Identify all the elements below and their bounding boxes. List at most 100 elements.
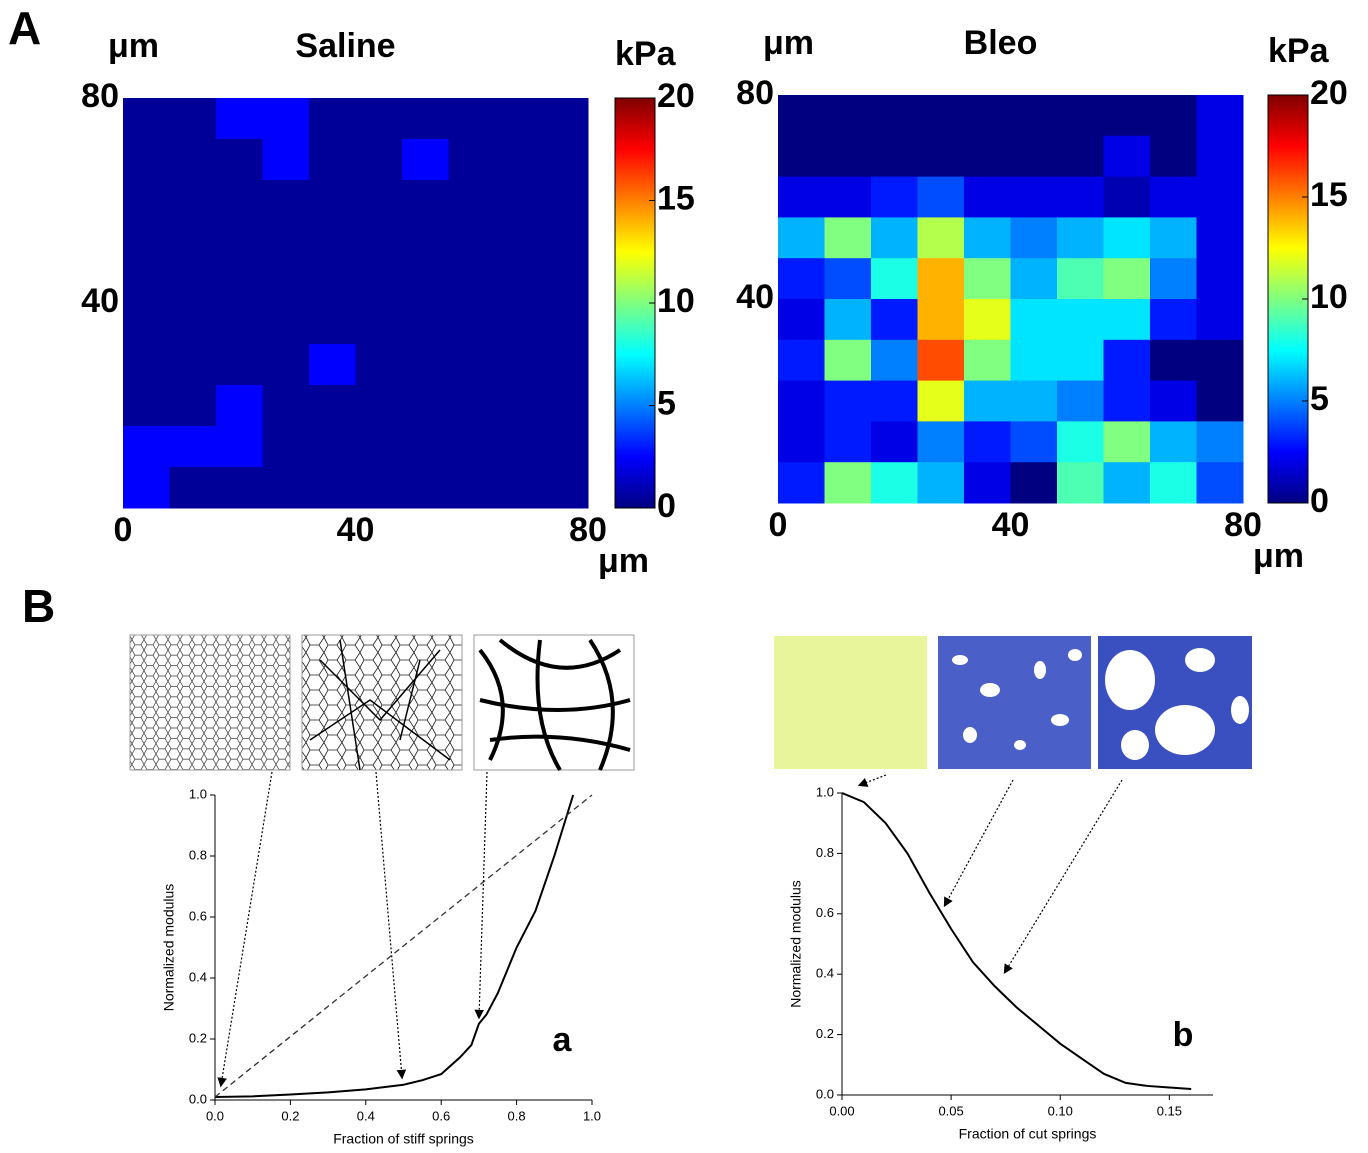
heat-cell <box>309 262 356 304</box>
heat-cell <box>355 344 403 386</box>
x-tick-label: 0.4 <box>357 1108 375 1123</box>
colorbar-tick-label: 10 <box>1310 278 1348 316</box>
heat-cell <box>824 339 872 382</box>
heat-cell <box>778 95 825 137</box>
heat-cell <box>262 139 310 181</box>
heat-cell <box>1103 380 1151 422</box>
heat-cell <box>309 344 356 386</box>
colorbar-tick-label: 5 <box>1310 380 1329 418</box>
heat-cell <box>1196 380 1244 422</box>
heat-cell <box>123 385 170 427</box>
heat-cell <box>448 303 496 345</box>
panel-label: a <box>553 1021 573 1059</box>
heat-cell <box>541 98 589 140</box>
heat-cell <box>448 180 496 222</box>
heat-cell <box>495 344 542 386</box>
heat-cell <box>871 217 918 259</box>
heat-cell <box>917 258 965 300</box>
y-unit: μm <box>108 27 159 65</box>
colorbar <box>614 97 656 509</box>
heat-cell <box>1103 217 1151 259</box>
x-axis-label: Fraction of cut springs <box>959 1126 1097 1142</box>
heat-cell <box>402 221 449 263</box>
heat-cell <box>541 139 589 181</box>
heat-cell <box>1103 258 1151 300</box>
heat-cell <box>1103 421 1151 463</box>
heat-cell <box>1010 299 1058 341</box>
heat-cell <box>1010 95 1058 137</box>
heat-cell <box>216 98 263 140</box>
heat-cell <box>402 344 449 386</box>
heat-cell <box>778 380 825 422</box>
heat-cell <box>355 139 403 181</box>
heat-cell <box>1010 176 1058 218</box>
heat-cell <box>541 467 589 509</box>
y-tick-label: 0.6 <box>189 908 207 923</box>
heat-cell <box>1103 462 1151 504</box>
heat-cell <box>824 258 872 300</box>
heat-cell <box>309 385 356 427</box>
heat-cell <box>1150 462 1197 504</box>
colorbar-tick-label: 20 <box>1310 74 1348 112</box>
heat-cell <box>871 95 918 137</box>
heat-cell <box>402 467 449 509</box>
y-tick-label: 1.0 <box>816 784 834 799</box>
heat-cell <box>871 258 918 300</box>
heat-cell <box>402 98 449 140</box>
heat-cell <box>1010 339 1058 382</box>
heat-cell <box>1150 258 1197 300</box>
heat-cell <box>402 385 449 427</box>
heat-cell <box>495 303 542 345</box>
heat-cell <box>824 217 872 259</box>
heat-cell <box>1010 462 1058 504</box>
x-axis-label: Fraction of stiff springs <box>333 1131 474 1147</box>
x-tick-label: 0.10 <box>1048 1103 1073 1118</box>
panel-label: A <box>8 2 41 54</box>
heat-cell <box>871 299 918 341</box>
heat-cell <box>1196 135 1244 178</box>
heat-cell <box>541 180 589 222</box>
heat-cell <box>1057 135 1104 178</box>
heat-cell <box>216 262 263 304</box>
colorbar-tick-label: 10 <box>657 282 695 320</box>
heat-cell <box>541 426 589 468</box>
heat-cell <box>169 344 217 386</box>
heat-cell <box>1196 258 1244 300</box>
heat-cell <box>169 467 217 509</box>
heat-cell <box>917 380 965 422</box>
y-tick-label: 80 <box>81 77 119 115</box>
heat-cell <box>309 303 356 345</box>
heat-cell <box>778 135 825 178</box>
heat-cell <box>778 299 825 341</box>
heat-cell <box>262 180 310 222</box>
heat-cell <box>262 98 310 140</box>
heat-cell <box>495 180 542 222</box>
y-tick-label: 0.4 <box>189 969 207 984</box>
heat-cell <box>778 339 825 382</box>
heat-cell <box>1057 339 1104 382</box>
colorbar-tick-label: 20 <box>657 77 695 115</box>
heat-cell <box>917 339 965 382</box>
heat-cell <box>495 426 542 468</box>
panel-label: b <box>1173 1016 1194 1054</box>
heat-cell <box>309 221 356 263</box>
heat-cell <box>1103 176 1151 218</box>
heat-cell <box>1057 258 1104 300</box>
heat-cell <box>964 176 1011 218</box>
heat-cell <box>448 467 496 509</box>
heat-cell <box>541 221 589 263</box>
heat-cell <box>1196 95 1244 137</box>
heat-cell <box>1103 135 1151 178</box>
heat-cell <box>402 139 449 181</box>
heat-cell <box>964 95 1011 137</box>
heat-cell <box>309 98 356 140</box>
heat-cell <box>402 262 449 304</box>
heat-cell <box>871 135 918 178</box>
heat-cell <box>262 221 310 263</box>
x-unit: μm <box>1253 537 1304 575</box>
heat-cell <box>216 221 263 263</box>
heat-cell <box>778 258 825 300</box>
colorbar-tick-label: 0 <box>1310 482 1329 520</box>
heat-cell <box>1010 258 1058 300</box>
